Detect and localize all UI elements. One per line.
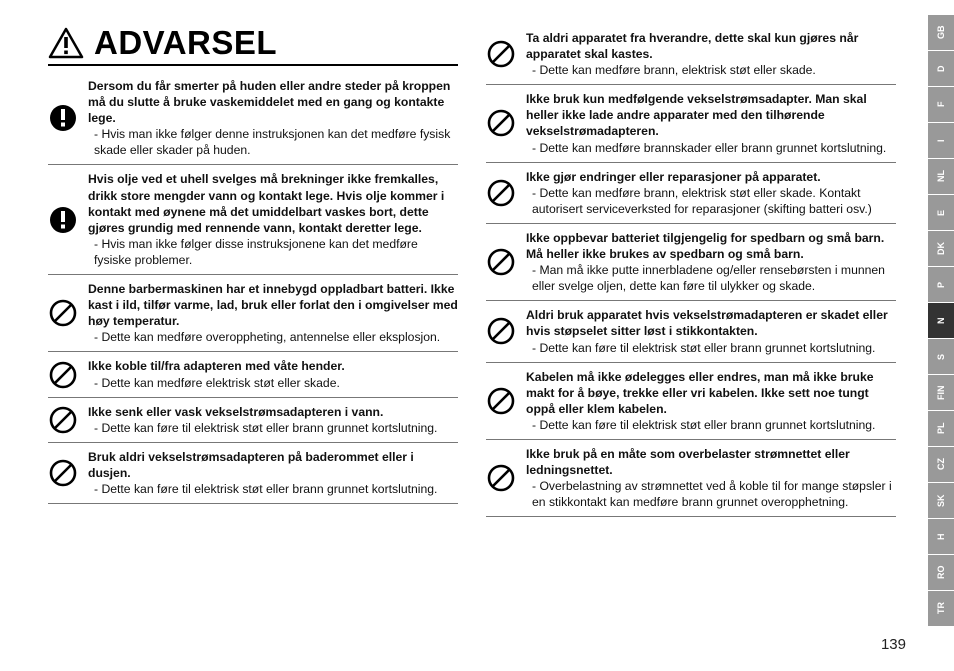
- prohibit-icon: [48, 459, 78, 487]
- prohibit-icon: [48, 406, 78, 434]
- warning-item-title: Aldri bruk apparatet hvis vekselstrømada…: [526, 307, 896, 339]
- warning-item-body: Dersom du får smerter på huden eller and…: [88, 78, 458, 158]
- warning-item-title: Ikke gjør endringer eller reparasjoner p…: [526, 169, 896, 185]
- lang-tab-f[interactable]: F: [928, 86, 954, 122]
- warning-item-body: Hvis olje ved et uhell svelges må brekni…: [88, 171, 458, 268]
- warning-item-title: Ta aldri apparatet fra hverandre, dette …: [526, 30, 896, 62]
- warning-item-detail: - Dette kan føre til elektrisk støt elle…: [532, 340, 896, 356]
- prohibit-icon: [486, 40, 516, 68]
- warning-item: Dersom du får smerter på huden eller and…: [48, 72, 458, 165]
- prohibit-icon: [486, 317, 516, 345]
- lang-tab-cz[interactable]: CZ: [928, 446, 954, 482]
- warning-item-title: Kabelen må ikke ødelegges eller endres, …: [526, 369, 896, 417]
- warning-triangle-icon: [48, 27, 84, 59]
- lang-tab-p[interactable]: P: [928, 266, 954, 302]
- warning-item: Ikke bruk kun medfølgende vekselstrømsad…: [486, 85, 896, 162]
- page-number: 139: [881, 636, 906, 653]
- warning-item: Hvis olje ved et uhell svelges må brekni…: [48, 165, 458, 275]
- warning-item-body: Ta aldri apparatet fra hverandre, dette …: [526, 30, 896, 78]
- warning-item-detail: - Dette kan medføre brann, elektrisk stø…: [532, 62, 896, 78]
- warning-item-body: Bruk aldri vekselstrømsadapteren på bade…: [88, 449, 458, 497]
- warning-item: Ikke senk eller vask vekselstrømsadapter…: [48, 398, 458, 443]
- lang-tab-pl[interactable]: PL: [928, 410, 954, 446]
- warning-item-body: Aldri bruk apparatet hvis vekselstrømada…: [526, 307, 896, 355]
- prohibit-icon: [486, 464, 516, 492]
- lang-tab-i[interactable]: I: [928, 122, 954, 158]
- warning-item-body: Ikke bruk på en måte som overbelaster st…: [526, 446, 896, 510]
- lang-tab-gb[interactable]: GB: [928, 14, 954, 50]
- lang-tab-dk[interactable]: DK: [928, 230, 954, 266]
- exclamation-solid-icon: [48, 104, 78, 132]
- warning-item-title: Ikke oppbevar batteriet tilgjengelig for…: [526, 230, 896, 262]
- warning-item-title: Bruk aldri vekselstrømsadapteren på bade…: [88, 449, 458, 481]
- warning-item-title: Denne barbermaskinen har et innebygd opp…: [88, 281, 458, 329]
- lang-tab-fin[interactable]: FIN: [928, 374, 954, 410]
- warning-item-detail: - Hvis man ikke følger disse instruksjon…: [94, 236, 458, 268]
- warning-item-title: Dersom du får smerter på huden eller and…: [88, 78, 458, 126]
- warning-item-body: Ikke oppbevar batteriet tilgjengelig for…: [526, 230, 896, 294]
- language-tabs: GBDFINLEDKPNSFINPLCZSKHROTR: [928, 14, 954, 626]
- warning-item: Aldri bruk apparatet hvis vekselstrømada…: [486, 301, 896, 362]
- warning-item-detail: - Dette kan medføre overoppheting, anten…: [94, 329, 458, 345]
- prohibit-icon: [486, 248, 516, 276]
- prohibit-icon: [486, 387, 516, 415]
- prohibit-icon: [486, 109, 516, 137]
- lang-tab-n[interactable]: N: [928, 302, 954, 338]
- warning-item-detail: - Dette kan medføre elektrisk støt eller…: [94, 375, 458, 391]
- warning-item-detail: - Dette kan medføre brannskader eller br…: [532, 140, 896, 156]
- warning-item-detail: - Dette kan føre til elektrisk støt elle…: [532, 417, 896, 433]
- warning-item: Ta aldri apparatet fra hverandre, dette …: [486, 24, 896, 85]
- warning-item: Ikke gjør endringer eller reparasjoner p…: [486, 163, 896, 224]
- warning-item: Bruk aldri vekselstrømsadapteren på bade…: [48, 443, 458, 504]
- warning-item-detail: - Dette kan føre til elektrisk støt elle…: [94, 481, 458, 497]
- warning-heading-text: ADVARSEL: [94, 24, 277, 62]
- warning-item-title: Hvis olje ved et uhell svelges må brekni…: [88, 171, 458, 235]
- warning-item-detail: - Dette kan medføre brann, elektrisk stø…: [532, 185, 896, 217]
- warning-item: Ikke koble til/fra adapteren med våte he…: [48, 352, 458, 397]
- warning-item-body: Ikke senk eller vask vekselstrømsadapter…: [88, 404, 458, 436]
- warning-item-body: Ikke koble til/fra adapteren med våte he…: [88, 358, 458, 390]
- lang-tab-tr[interactable]: TR: [928, 590, 954, 626]
- warning-item-body: Denne barbermaskinen har et innebygd opp…: [88, 281, 458, 345]
- warning-item-detail: - Dette kan føre til elektrisk støt elle…: [94, 420, 458, 436]
- lang-tab-d[interactable]: D: [928, 50, 954, 86]
- warning-item-title: Ikke bruk på en måte som overbelaster st…: [526, 446, 896, 478]
- lang-tab-ro[interactable]: RO: [928, 554, 954, 590]
- warning-item-body: Ikke gjør endringer eller reparasjoner p…: [526, 169, 896, 217]
- warning-item-title: Ikke senk eller vask vekselstrømsadapter…: [88, 404, 458, 420]
- exclamation-solid-icon: [48, 206, 78, 234]
- warning-item-body: Kabelen må ikke ødelegges eller endres, …: [526, 369, 896, 433]
- prohibit-icon: [48, 361, 78, 389]
- warning-item: Ikke bruk på en måte som overbelaster st…: [486, 440, 896, 517]
- prohibit-icon: [486, 179, 516, 207]
- warning-heading: ADVARSEL: [48, 24, 458, 66]
- warning-item: Denne barbermaskinen har et innebygd opp…: [48, 275, 458, 352]
- lang-tab-sk[interactable]: SK: [928, 482, 954, 518]
- warning-item-title: Ikke koble til/fra adapteren med våte he…: [88, 358, 458, 374]
- prohibit-icon: [48, 299, 78, 327]
- lang-tab-e[interactable]: E: [928, 194, 954, 230]
- warning-item-detail: - Overbelastning av strømnettet ved å ko…: [532, 478, 896, 510]
- warning-item-detail: - Hvis man ikke følger denne instruksjon…: [94, 126, 458, 158]
- lang-tab-h[interactable]: H: [928, 518, 954, 554]
- lang-tab-nl[interactable]: NL: [928, 158, 954, 194]
- warning-item-body: Ikke bruk kun medfølgende vekselstrømsad…: [526, 91, 896, 155]
- warning-item-title: Ikke bruk kun medfølgende vekselstrømsad…: [526, 91, 896, 139]
- warning-item: Kabelen må ikke ødelegges eller endres, …: [486, 363, 896, 440]
- lang-tab-s[interactable]: S: [928, 338, 954, 374]
- warning-item-detail: - Man må ikke putte innerbladene og/elle…: [532, 262, 896, 294]
- warning-item: Ikke oppbevar batteriet tilgjengelig for…: [486, 224, 896, 301]
